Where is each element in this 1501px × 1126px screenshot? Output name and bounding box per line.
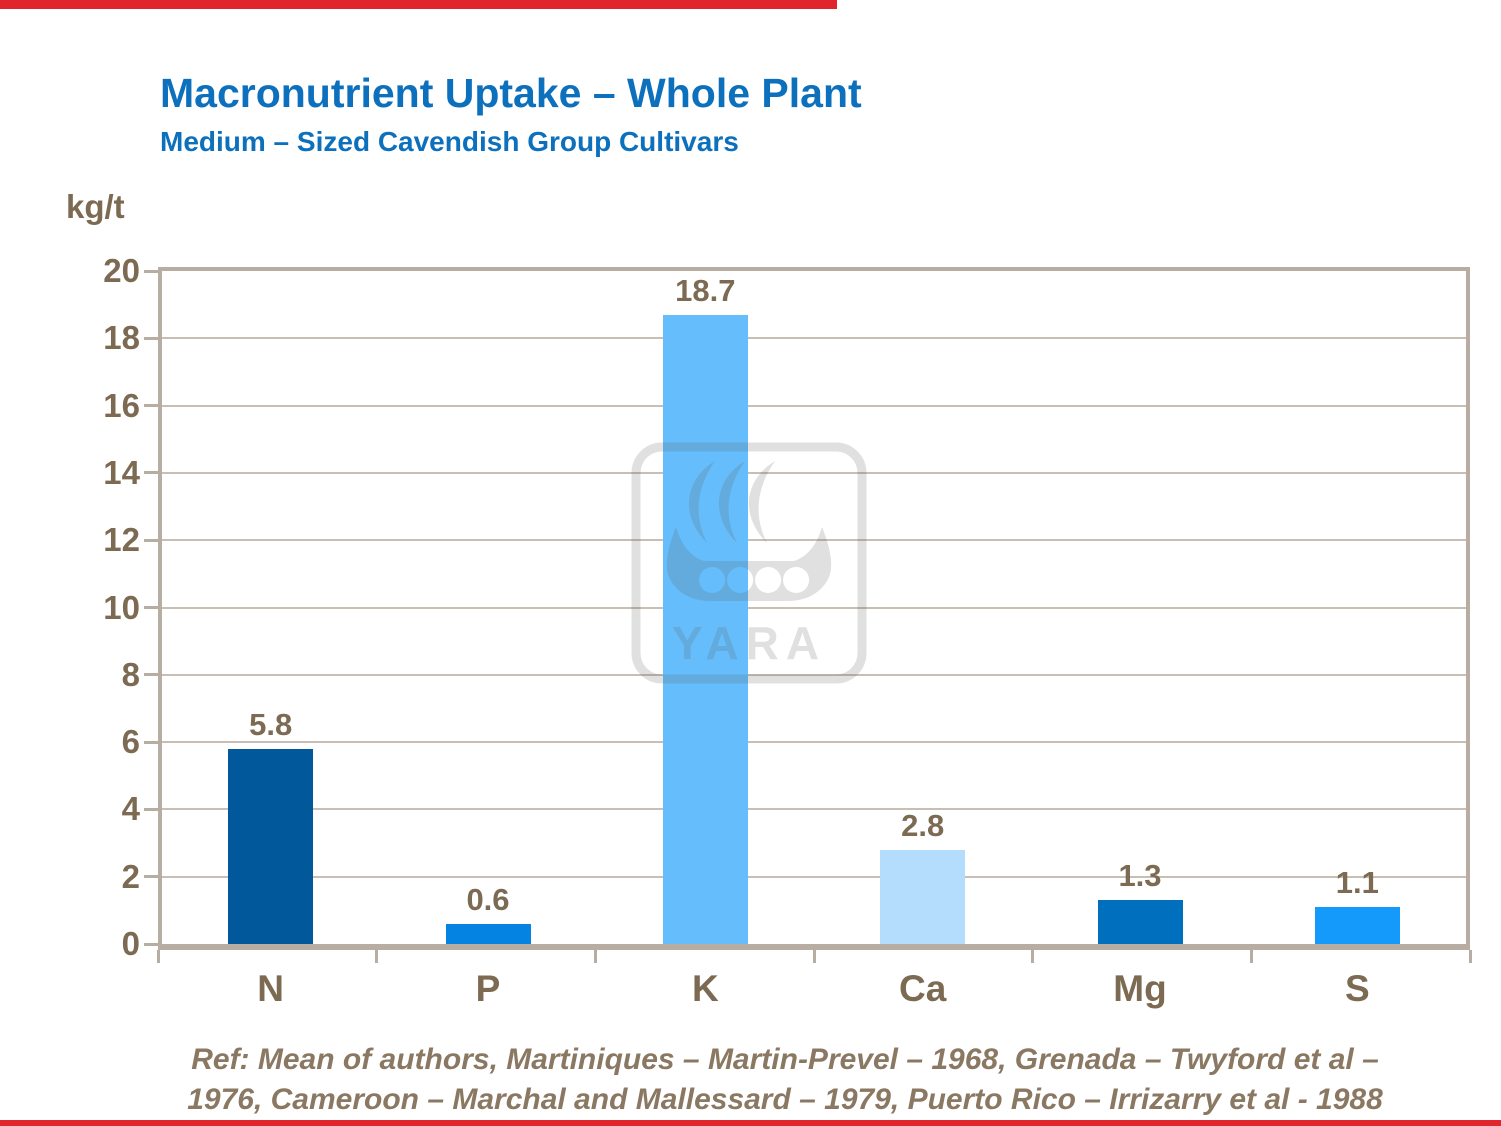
bar-S [1314, 907, 1400, 944]
value-label-K: 18.7 [675, 272, 736, 308]
sail-arc-icon [748, 461, 775, 543]
value-label-P: 0.6 [466, 881, 510, 917]
y-tick [144, 740, 158, 744]
x-tick [812, 950, 816, 963]
y-axis-label-18: 18 [103, 319, 140, 357]
reference-citation: Ref: Mean of authors, Martiniques – Mart… [90, 1040, 1480, 1120]
x-axis-label-Mg: Mg [1113, 968, 1167, 1009]
y-tick [144, 404, 158, 408]
reference-line-2: 1976, Cameroon – Marchal and Mallessard … [187, 1083, 1383, 1116]
x-axis-label-S: S [1344, 968, 1370, 1009]
x-tick [593, 950, 597, 963]
value-label-Mg: 1.3 [1118, 858, 1162, 894]
value-label-S: 1.1 [1335, 865, 1379, 900]
gridline-10 [162, 606, 1466, 609]
bar-Ca [880, 849, 966, 944]
y-axis-label-20: 20 [103, 252, 140, 289]
sail-arc-icon [688, 461, 715, 543]
y-tick [144, 336, 158, 340]
x-tick [1031, 950, 1035, 963]
y-tick [144, 942, 158, 946]
y-tick [144, 471, 158, 475]
gridline-4 [162, 808, 1466, 811]
page-title: Macronutrient Uptake – Whole Plant [160, 70, 862, 116]
bar-N [228, 748, 314, 944]
value-label-Ca: 2.8 [901, 807, 945, 843]
gridline-18 [162, 337, 1466, 340]
y-axis-label-10: 10 [103, 588, 140, 626]
gridline-8 [162, 673, 1466, 676]
bar-K [662, 314, 748, 944]
page-subtitle: Medium – Sized Cavendish Group Cultivars [160, 126, 739, 157]
x-axis-label-N: N [257, 968, 285, 1009]
gridline-12 [162, 539, 1466, 542]
reference-line-1: Ref: Mean of authors, Martiniques – Mart… [191, 1043, 1379, 1076]
y-axis-label-0: 0 [121, 925, 140, 962]
x-tick [156, 950, 160, 963]
watermark-frame [631, 442, 867, 684]
y-axis-label-14: 14 [103, 453, 140, 491]
y-tick [144, 538, 158, 542]
x-axis-label-K: K [691, 968, 719, 1009]
bar-chart-plot-area: 5.8 0.6 18.7 2.8 1.3 1.1 [158, 267, 1470, 950]
bottom-accent-bar [0, 1120, 1501, 1126]
bar-P [445, 923, 531, 944]
y-tick [144, 673, 158, 677]
gridline-16 [162, 404, 1466, 407]
y-axis-label-2: 2 [121, 857, 140, 895]
y-tick [144, 875, 158, 879]
top-accent-bar [0, 0, 837, 9]
y-tick [144, 269, 158, 273]
y-axis-label-6: 6 [121, 723, 140, 761]
gridline-14 [162, 471, 1466, 474]
x-tick [1468, 950, 1472, 963]
y-axis-label-4: 4 [121, 790, 140, 828]
gridline-2 [162, 875, 1466, 878]
y-axis-label-16: 16 [103, 386, 140, 424]
x-axis-label-P: P [475, 968, 501, 1009]
gridline-6 [162, 741, 1466, 744]
y-axis-label-8: 8 [121, 655, 140, 693]
sail-arc-icon [718, 461, 745, 543]
y-tick [144, 807, 158, 811]
x-tick [375, 950, 379, 963]
watermark-brand-text: YARA [672, 617, 826, 669]
bar-Mg [1097, 900, 1183, 944]
viking-ship-hull-icon [666, 527, 832, 601]
y-axis-unit-label: kg/t [66, 188, 125, 225]
x-axis-label-Ca: Ca [899, 968, 947, 1009]
value-label-N: 5.8 [249, 706, 293, 742]
y-axis-label-12: 12 [103, 521, 140, 559]
yara-logo-watermark: YARA [631, 442, 867, 684]
x-tick [1249, 950, 1253, 963]
y-tick [144, 606, 158, 609]
